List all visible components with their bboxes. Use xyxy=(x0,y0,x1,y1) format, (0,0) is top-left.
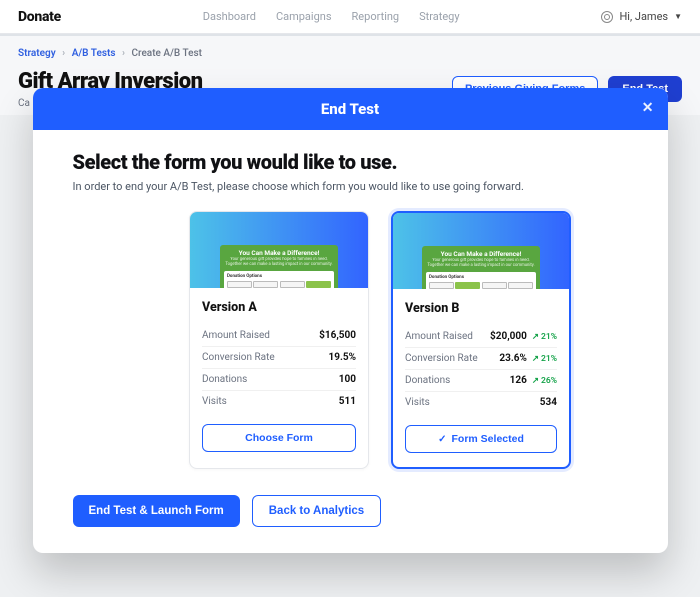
version-cards: You Can Make a Difference! Your generous… xyxy=(133,211,628,469)
version-name: Version A xyxy=(202,300,356,315)
form-selected-button[interactable]: ✓Form Selected xyxy=(405,425,557,453)
version-name: Version B xyxy=(405,301,557,316)
stat-row: Donations 126 ↗ 26% xyxy=(405,369,557,391)
stat-value: 19.5% xyxy=(328,352,356,363)
modal-title: Select the form you would like to use. xyxy=(73,150,628,174)
check-icon: ✓ xyxy=(438,434,446,445)
stat-label: Amount Raised xyxy=(202,330,270,341)
form-thumbnail: You Can Make a Difference! Your generous… xyxy=(190,212,368,288)
form-thumbnail: You Can Make a Difference! Your generous… xyxy=(393,213,569,289)
back-to-analytics-button[interactable]: Back to Analytics xyxy=(252,495,381,527)
stat-label: Conversion Rate xyxy=(202,352,275,363)
version-card-b[interactable]: You Can Make a Difference! Your generous… xyxy=(391,211,571,469)
preview-hero: You Can Make a Difference! xyxy=(426,250,536,258)
stat-row: Conversion Rate 23.6% ↗ 21% xyxy=(405,347,557,369)
stat-delta: ↗ 26% xyxy=(532,376,557,386)
modal-footer: End Test & Launch Form Back to Analytics xyxy=(73,495,628,527)
stat-label: Conversion Rate xyxy=(405,353,478,364)
stat-value: $20,000 xyxy=(490,331,527,342)
stat-value: 126 xyxy=(510,375,527,386)
preview-options-label: Donation Options xyxy=(429,275,533,280)
end-test-modal: End Test ✕ Select the form you would lik… xyxy=(33,88,668,553)
stat-row: Visits 534 xyxy=(405,391,557,413)
modal-header: End Test ✕ xyxy=(33,88,668,130)
stat-delta: ↗ 21% xyxy=(532,332,557,342)
preview-sub: Your generous gift provides hope to fami… xyxy=(426,259,536,269)
preview-hero: You Can Make a Difference! xyxy=(224,249,334,257)
stat-row: Donations 100 xyxy=(202,368,356,390)
stat-label: Visits xyxy=(405,397,430,408)
stat-row: Conversion Rate 19.5% xyxy=(202,346,356,368)
close-icon[interactable]: ✕ xyxy=(642,100,654,116)
modal-subtitle: In order to end your A/B Test, please ch… xyxy=(73,180,628,193)
stat-value: 534 xyxy=(540,397,557,408)
stat-value: 23.6% xyxy=(499,353,527,364)
stat-row: Visits 511 xyxy=(202,390,356,412)
modal-overlay: End Test ✕ Select the form you would lik… xyxy=(0,0,700,597)
choose-form-button[interactable]: Choose Form xyxy=(202,424,356,452)
stat-value: 100 xyxy=(339,374,356,385)
stat-value: $16,500 xyxy=(319,330,356,341)
stat-label: Visits xyxy=(202,396,227,407)
preview-options-label: Donation Options xyxy=(227,274,331,279)
end-test-launch-button[interactable]: End Test & Launch Form xyxy=(73,495,240,527)
modal-header-title: End Test xyxy=(321,100,379,118)
preview-sub: Your generous gift provides hope to fami… xyxy=(224,258,334,268)
stat-label: Donations xyxy=(202,374,247,385)
stat-row: Amount Raised $20,000 ↗ 21% xyxy=(405,326,557,347)
stat-delta: ↗ 21% xyxy=(532,354,557,364)
stat-row: Amount Raised $16,500 xyxy=(202,325,356,346)
stat-value: 511 xyxy=(339,396,356,407)
stat-label: Amount Raised xyxy=(405,331,473,342)
version-card-a[interactable]: You Can Make a Difference! Your generous… xyxy=(189,211,369,469)
stat-label: Donations xyxy=(405,375,450,386)
